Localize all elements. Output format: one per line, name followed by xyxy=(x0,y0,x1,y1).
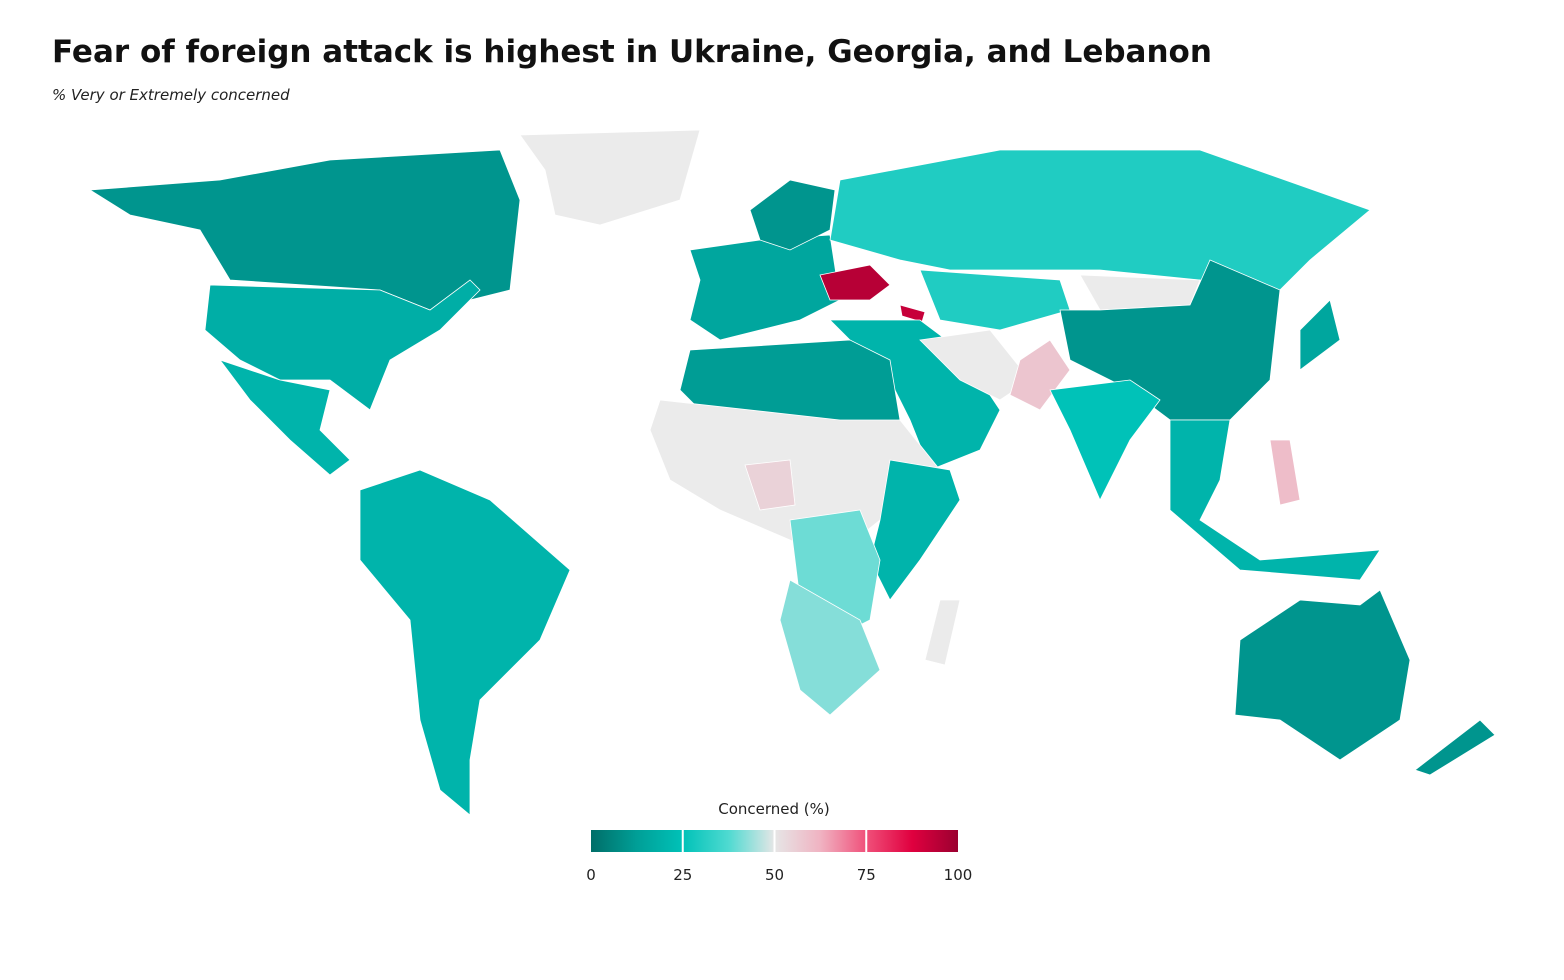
region xyxy=(1299,299,1341,371)
region xyxy=(1269,439,1301,506)
region xyxy=(1414,719,1496,776)
region xyxy=(749,179,836,251)
legend-tick-label: 25 xyxy=(673,866,692,884)
legend-title: Concerned (%) xyxy=(718,800,830,818)
region xyxy=(829,149,1371,301)
legend: 0 25 50 75 100 xyxy=(586,830,972,884)
region xyxy=(689,234,841,341)
legend-tick-label: 0 xyxy=(586,866,596,884)
region xyxy=(1169,419,1381,581)
region xyxy=(359,469,571,816)
region xyxy=(869,459,961,601)
map-title: Fear of foreign attack is highest in Ukr… xyxy=(52,34,1212,70)
legend-tick-label: 75 xyxy=(857,866,876,884)
legend-tick-label: 50 xyxy=(765,866,784,884)
region xyxy=(1059,259,1281,421)
region xyxy=(919,269,1071,331)
region xyxy=(88,149,521,311)
region xyxy=(1234,589,1411,761)
region xyxy=(519,129,701,226)
region xyxy=(1049,379,1161,501)
legend-tick-label: 100 xyxy=(944,866,973,884)
region xyxy=(899,304,926,323)
region xyxy=(924,599,961,666)
region xyxy=(744,459,796,511)
region xyxy=(204,279,481,411)
map-regions xyxy=(88,129,1496,816)
map-subtitle: % Very or Extremely concerned xyxy=(52,86,290,104)
region xyxy=(819,264,891,301)
region xyxy=(779,579,881,716)
region xyxy=(218,359,351,476)
region xyxy=(1079,274,1201,311)
